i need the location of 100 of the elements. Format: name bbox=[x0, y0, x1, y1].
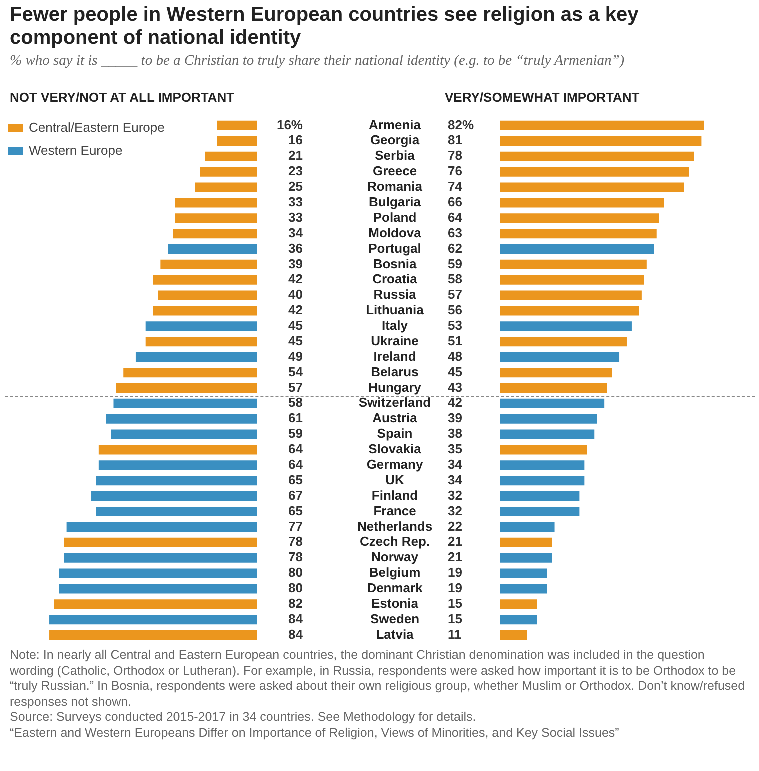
y-tick-label: Netherlands bbox=[357, 518, 433, 534]
y-tick-label: Georgia bbox=[370, 132, 420, 148]
y-tick-label: Lithuania bbox=[366, 302, 425, 318]
bar bbox=[96, 476, 257, 486]
y-tick-label: Spain bbox=[377, 426, 413, 442]
bar bbox=[500, 368, 612, 378]
bar bbox=[54, 600, 257, 610]
y-tick-label: Poland bbox=[373, 210, 417, 225]
data-label: 16% bbox=[276, 117, 304, 132]
bar bbox=[500, 182, 684, 192]
bar bbox=[500, 167, 690, 177]
bar bbox=[500, 584, 548, 594]
y-tick-label: Bulgaria bbox=[368, 194, 422, 210]
bar bbox=[500, 383, 608, 394]
data-label: 84 bbox=[288, 611, 304, 626]
data-label: 42 bbox=[288, 302, 303, 318]
data-label: 15 bbox=[448, 596, 462, 611]
bar bbox=[500, 198, 664, 208]
y-tick-label: Belarus bbox=[371, 364, 419, 380]
data-label: 58 bbox=[288, 395, 303, 410]
bar bbox=[500, 522, 555, 532]
data-label: 74 bbox=[448, 179, 464, 194]
y-tick-label: Belgium bbox=[369, 565, 421, 580]
data-label: 57 bbox=[448, 287, 462, 302]
bar bbox=[146, 322, 257, 332]
data-label: 84 bbox=[288, 626, 304, 642]
y-tick-label: Latvia bbox=[376, 626, 415, 642]
y-tick-label: France bbox=[374, 503, 416, 518]
data-label: 33 bbox=[288, 210, 303, 225]
bar bbox=[500, 630, 528, 640]
bar bbox=[500, 600, 538, 610]
x-axis-title: VERY/SOMEWHAT IMPORTANT bbox=[445, 90, 641, 107]
data-label: 67 bbox=[288, 488, 303, 503]
bar bbox=[500, 414, 598, 424]
data-label: 21 bbox=[448, 534, 462, 550]
data-label: 59 bbox=[448, 256, 462, 272]
bar bbox=[111, 430, 257, 440]
data-label: 82 bbox=[288, 596, 303, 611]
bar bbox=[500, 553, 552, 563]
data-label: 32 bbox=[448, 503, 462, 518]
y-tick-label: Italy bbox=[382, 318, 409, 334]
bar bbox=[146, 337, 257, 347]
data-label: 65 bbox=[288, 503, 303, 518]
y-tick-label: Greece bbox=[372, 164, 418, 179]
bar bbox=[168, 244, 257, 254]
bar bbox=[500, 120, 704, 131]
bar bbox=[114, 398, 257, 408]
bar bbox=[200, 167, 257, 177]
bar bbox=[500, 322, 632, 332]
bar bbox=[500, 538, 552, 548]
bar bbox=[106, 414, 257, 424]
bar bbox=[59, 568, 257, 578]
data-label: 39 bbox=[448, 410, 462, 426]
text: “Eastern and Western Europeans Differ on Importance of Religion, Views of Minorities, and Key Social Issues” bbox=[10, 726, 620, 741]
bar bbox=[96, 506, 257, 517]
y-tick-label: Switzerland bbox=[358, 395, 432, 410]
bar bbox=[500, 136, 702, 146]
bar bbox=[217, 136, 257, 146]
y-tick-label: Estonia bbox=[372, 596, 420, 611]
data-label: 45 bbox=[288, 318, 303, 334]
data-label: 63 bbox=[448, 225, 462, 240]
data-label: 64 bbox=[448, 210, 464, 225]
data-label: 15 bbox=[448, 611, 462, 626]
data-label: 76 bbox=[448, 164, 462, 179]
data-label: 78 bbox=[288, 550, 303, 565]
data-label: 45 bbox=[448, 364, 462, 380]
data-label: 80 bbox=[288, 565, 303, 580]
y-tick-label: Bosnia bbox=[373, 256, 418, 272]
data-label: 64 bbox=[288, 457, 304, 472]
y-tick-label: Portugal bbox=[368, 240, 422, 256]
bar bbox=[92, 492, 257, 502]
bar bbox=[59, 584, 257, 594]
data-label: 51 bbox=[448, 333, 462, 348]
bar bbox=[205, 152, 257, 162]
source-note: Source: Surveys conducted 2015-2017 in 34 countries. See Methodology for details. bbox=[10, 710, 478, 726]
y-tick-label: UK bbox=[386, 472, 405, 488]
legend-label: Central/Eastern Europe bbox=[29, 120, 166, 135]
data-label: 80 bbox=[288, 580, 303, 596]
data-label: 38 bbox=[448, 426, 462, 442]
data-label: 11 bbox=[448, 626, 462, 642]
bar bbox=[500, 260, 647, 270]
bar bbox=[116, 383, 257, 394]
text: % who say it is _____ to be a Christian to truly share their national identity (e.g. to be “truly Armenian”) bbox=[10, 52, 626, 70]
data-label: 40 bbox=[288, 287, 303, 302]
bar bbox=[173, 229, 257, 239]
data-label: 62 bbox=[448, 240, 462, 256]
data-label: 66 bbox=[448, 194, 462, 210]
bar bbox=[153, 275, 257, 285]
data-label: 43 bbox=[448, 380, 462, 395]
data-label: 48 bbox=[448, 348, 462, 364]
y-tick-label: Ireland bbox=[374, 348, 416, 364]
bar bbox=[66, 522, 257, 532]
bar bbox=[500, 214, 660, 224]
data-label: 82% bbox=[448, 117, 474, 132]
x-axis-title: NOT VERY/NOT AT ALL IMPORTANT bbox=[9, 90, 236, 107]
data-label: 35 bbox=[448, 442, 462, 457]
y-tick-label: Czech Rep. bbox=[360, 534, 430, 550]
y-tick-label: Finland bbox=[372, 488, 418, 503]
bar bbox=[500, 229, 657, 239]
bar bbox=[64, 538, 257, 548]
